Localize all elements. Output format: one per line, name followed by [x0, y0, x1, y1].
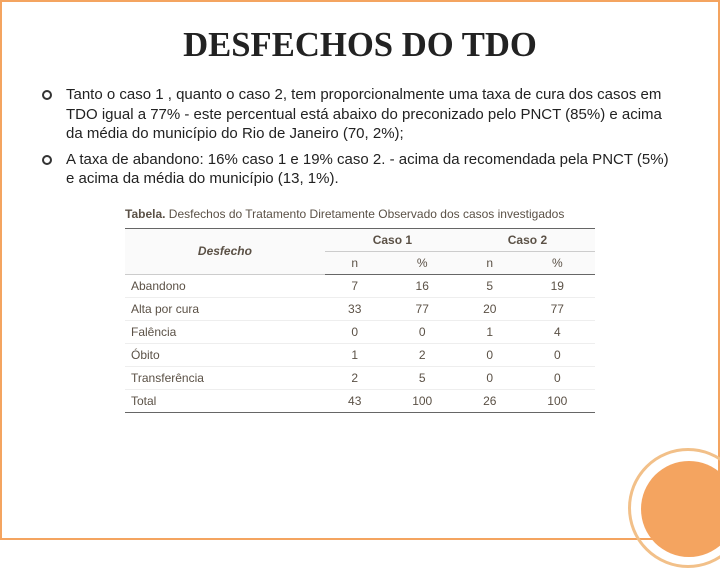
- cell: 1: [460, 320, 520, 343]
- col-sub-p1: %: [385, 251, 460, 274]
- table-row: Transferência 2 5 0 0: [125, 366, 595, 389]
- cell: 0: [460, 343, 520, 366]
- table-row-total: Total 43 100 26 100: [125, 389, 595, 412]
- cell: 100: [385, 389, 460, 412]
- cell: 19: [520, 274, 595, 297]
- table-container: Tabela. Desfechos do Tratamento Diretame…: [125, 207, 595, 413]
- cell: 33: [325, 297, 385, 320]
- cell: 5: [460, 274, 520, 297]
- cell: 0: [385, 320, 460, 343]
- page-title: DESFECHOS DO TDO: [2, 26, 718, 65]
- cell: 2: [385, 343, 460, 366]
- col-sub-n1: n: [325, 251, 385, 274]
- cell: 20: [460, 297, 520, 320]
- cell: 1: [325, 343, 385, 366]
- bullet-text: A taxa de abandono: 16% caso 1 e 19% cas…: [66, 150, 670, 189]
- table-caption: Tabela. Desfechos do Tratamento Diretame…: [125, 207, 595, 222]
- cell: 4: [520, 320, 595, 343]
- row-label-header: Desfecho: [125, 228, 325, 274]
- cell: 0: [520, 366, 595, 389]
- cell: 100: [520, 389, 595, 412]
- cell: 2: [325, 366, 385, 389]
- table-row: Desfecho Caso 1 Caso 2: [125, 228, 595, 251]
- cell: 77: [385, 297, 460, 320]
- cell: 16: [385, 274, 460, 297]
- row-label: Abandono: [125, 274, 325, 297]
- table-body: Abandono 7 16 5 19 Alta por cura 33 77 2…: [125, 274, 595, 412]
- row-label: Falência: [125, 320, 325, 343]
- list-item: Tanto o caso 1 , quanto o caso 2, tem pr…: [42, 85, 670, 144]
- cell: 5: [385, 366, 460, 389]
- row-label: Transferência: [125, 366, 325, 389]
- cell: 7: [325, 274, 385, 297]
- row-label: Óbito: [125, 343, 325, 366]
- row-label: Alta por cura: [125, 297, 325, 320]
- table-row: Óbito 1 2 0 0: [125, 343, 595, 366]
- bullet-icon: [42, 155, 52, 165]
- bullet-list: Tanto o caso 1 , quanto o caso 2, tem pr…: [2, 85, 718, 189]
- cell: 0: [325, 320, 385, 343]
- cell: 26: [460, 389, 520, 412]
- col-sub-n2: n: [460, 251, 520, 274]
- table-row: Abandono 7 16 5 19: [125, 274, 595, 297]
- caption-text: Desfechos do Tratamento Diretamente Obse…: [165, 207, 564, 221]
- col-group-caso1: Caso 1: [325, 228, 460, 251]
- col-sub-p2: %: [520, 251, 595, 274]
- bullet-text: Tanto o caso 1 , quanto o caso 2, tem pr…: [66, 85, 670, 144]
- list-item: A taxa de abandono: 16% caso 1 e 19% cas…: [42, 150, 670, 189]
- outcomes-table: Desfecho Caso 1 Caso 2 n % n % Abandono …: [125, 228, 595, 413]
- table-row: Falência 0 0 1 4: [125, 320, 595, 343]
- cell: 43: [325, 389, 385, 412]
- cell: 77: [520, 297, 595, 320]
- cell: 0: [520, 343, 595, 366]
- cell: 0: [460, 366, 520, 389]
- row-label: Total: [125, 389, 325, 412]
- caption-label: Tabela.: [125, 207, 165, 221]
- table-row: Alta por cura 33 77 20 77: [125, 297, 595, 320]
- bullet-icon: [42, 90, 52, 100]
- decorative-circle-icon: [628, 448, 720, 568]
- col-group-caso2: Caso 2: [460, 228, 595, 251]
